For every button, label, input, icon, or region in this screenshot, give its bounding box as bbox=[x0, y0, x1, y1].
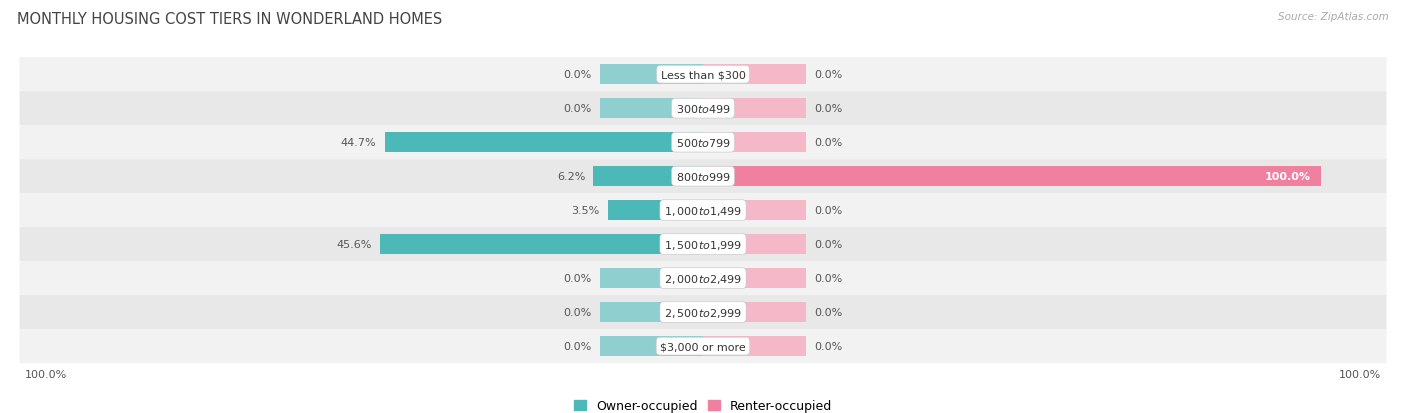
FancyBboxPatch shape bbox=[20, 295, 1386, 329]
FancyBboxPatch shape bbox=[20, 261, 1386, 295]
Text: 3.5%: 3.5% bbox=[572, 206, 600, 216]
Text: Source: ZipAtlas.com: Source: ZipAtlas.com bbox=[1278, 12, 1389, 22]
Text: 100.0%: 100.0% bbox=[25, 369, 67, 379]
Legend: Owner-occupied, Renter-occupied: Owner-occupied, Renter-occupied bbox=[568, 394, 838, 413]
Text: $300 to $499: $300 to $499 bbox=[675, 103, 731, 115]
Text: 0.0%: 0.0% bbox=[564, 273, 592, 283]
Bar bbox=[600, 99, 703, 119]
Text: $1,500 to $1,999: $1,500 to $1,999 bbox=[664, 238, 742, 251]
Text: 0.0%: 0.0% bbox=[814, 240, 842, 249]
Bar bbox=[703, 133, 806, 153]
Text: 100.0%: 100.0% bbox=[1339, 369, 1381, 379]
Bar bbox=[703, 234, 806, 255]
Bar bbox=[703, 336, 806, 356]
Text: 0.0%: 0.0% bbox=[564, 104, 592, 114]
Text: $500 to $799: $500 to $799 bbox=[675, 137, 731, 149]
Text: 6.2%: 6.2% bbox=[557, 172, 585, 182]
Text: 100.0%: 100.0% bbox=[1264, 172, 1310, 182]
Text: $3,000 or more: $3,000 or more bbox=[661, 341, 745, 351]
Bar bbox=[703, 302, 806, 323]
Text: $2,000 to $2,499: $2,000 to $2,499 bbox=[664, 272, 742, 285]
FancyBboxPatch shape bbox=[20, 228, 1386, 261]
Bar bbox=[593, 166, 703, 187]
Text: 0.0%: 0.0% bbox=[814, 307, 842, 317]
Text: 0.0%: 0.0% bbox=[564, 307, 592, 317]
Bar bbox=[703, 65, 806, 85]
Text: 0.0%: 0.0% bbox=[564, 70, 592, 80]
Bar bbox=[385, 133, 703, 153]
Text: MONTHLY HOUSING COST TIERS IN WONDERLAND HOMES: MONTHLY HOUSING COST TIERS IN WONDERLAND… bbox=[17, 12, 441, 27]
Text: 44.7%: 44.7% bbox=[340, 138, 377, 148]
FancyBboxPatch shape bbox=[20, 126, 1386, 160]
Text: 0.0%: 0.0% bbox=[814, 206, 842, 216]
Bar bbox=[600, 302, 703, 323]
Bar bbox=[703, 99, 806, 119]
Bar bbox=[607, 200, 703, 221]
Text: $2,500 to $2,999: $2,500 to $2,999 bbox=[664, 306, 742, 319]
FancyBboxPatch shape bbox=[20, 329, 1386, 363]
Text: $1,000 to $1,499: $1,000 to $1,499 bbox=[664, 204, 742, 217]
FancyBboxPatch shape bbox=[20, 58, 1386, 92]
FancyBboxPatch shape bbox=[20, 160, 1386, 194]
Text: 0.0%: 0.0% bbox=[564, 341, 592, 351]
Text: 0.0%: 0.0% bbox=[814, 104, 842, 114]
Bar bbox=[600, 336, 703, 356]
Bar bbox=[600, 65, 703, 85]
Text: 0.0%: 0.0% bbox=[814, 273, 842, 283]
Bar bbox=[600, 268, 703, 289]
FancyBboxPatch shape bbox=[20, 194, 1386, 228]
FancyBboxPatch shape bbox=[20, 92, 1386, 126]
Bar bbox=[703, 268, 806, 289]
Text: 0.0%: 0.0% bbox=[814, 341, 842, 351]
Text: 0.0%: 0.0% bbox=[814, 138, 842, 148]
Bar bbox=[703, 166, 1322, 187]
Bar bbox=[703, 200, 806, 221]
Text: $800 to $999: $800 to $999 bbox=[675, 171, 731, 183]
Text: 45.6%: 45.6% bbox=[336, 240, 371, 249]
Text: Less than $300: Less than $300 bbox=[661, 70, 745, 80]
Text: 0.0%: 0.0% bbox=[814, 70, 842, 80]
Bar bbox=[380, 234, 703, 255]
